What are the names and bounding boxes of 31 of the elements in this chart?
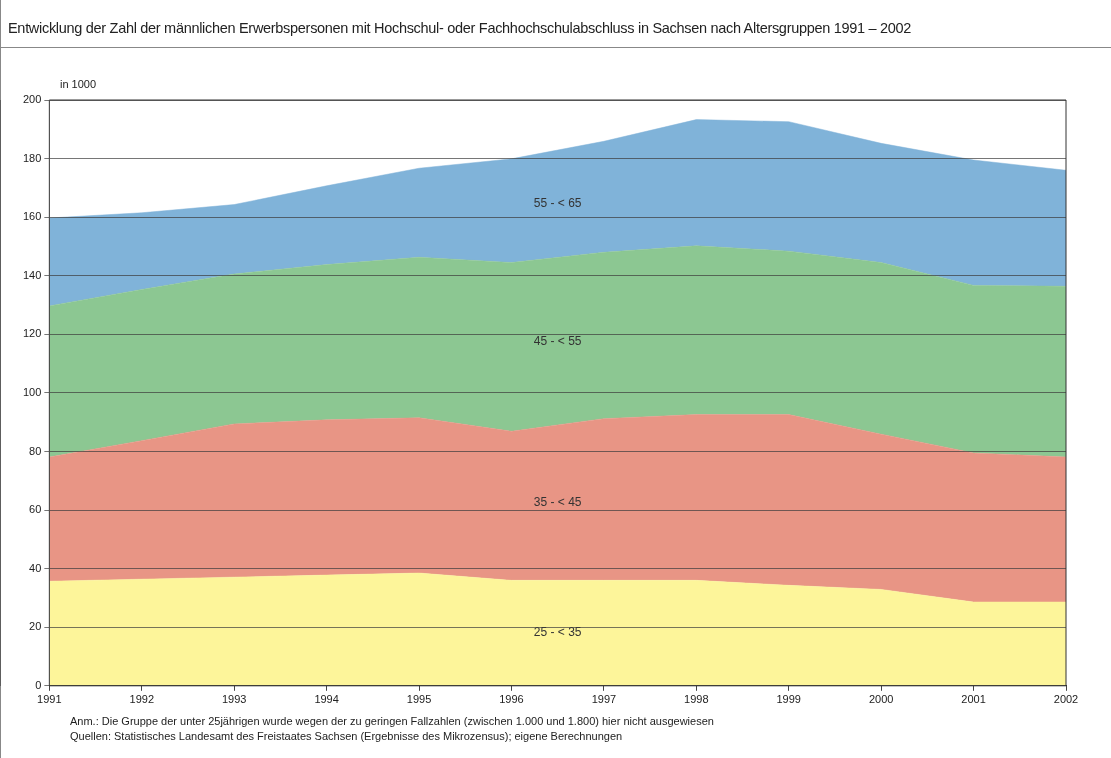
series-label: 25 - < 35 <box>533 625 582 640</box>
x-tick-label: 2002 <box>1053 693 1079 706</box>
y-tick-label: 60 <box>29 503 42 516</box>
x-tick-label: 1996 <box>499 693 524 706</box>
y-axis-title: in 1000 <box>60 78 97 90</box>
x-tick-label: 1999 <box>776 693 801 706</box>
y-tick-label: 180 <box>22 151 42 164</box>
chart-title: Entwicklung der Zahl der männlichen Erwerbspersonen mit Hochschul- oder Fachhochschulabschluss in Sachsen nach Altersgruppen 1991 – 2002 <box>8 20 912 36</box>
text: Anm.: Die Gruppe der unter 25jährigen wurde wegen der zu geringen Fallzahlen (zwischen 1.000 und 1.800) hier nicht ausgewiesen <box>70 714 714 729</box>
x-tick-label: 1991 <box>37 693 62 706</box>
x-tick-label: 1995 <box>406 693 432 706</box>
x-tick-label: 2000 <box>868 693 894 706</box>
y-tick-label: 140 <box>22 268 42 281</box>
y-tick-label: 20 <box>29 620 42 633</box>
x-tick-label: 2001 <box>961 693 986 706</box>
x-tick-label: 1998 <box>684 693 709 706</box>
x-tick-label: 1993 <box>221 693 247 706</box>
y-tick-label: 200 <box>22 93 42 106</box>
source-note: Quellen: Statistisches Landesamt des Freistaates Sachsen (Ergebnisse des Mikrozensus); eigene Berechnungen <box>70 729 624 744</box>
series-label: 45 - < 55 <box>533 333 582 348</box>
y-tick-label: 100 <box>22 385 42 398</box>
series-label: 55 - < 65 <box>533 196 582 211</box>
y-tick-label: 120 <box>22 327 42 340</box>
x-tick-label: 1992 <box>129 693 155 706</box>
y-tick-label: 40 <box>29 561 42 574</box>
y-tick-label: 160 <box>22 210 42 223</box>
x-tick-label: 1997 <box>591 693 617 706</box>
x-tick-label: 1994 <box>314 693 339 706</box>
y-tick-label: 80 <box>29 444 42 457</box>
series-label: 35 - < 45 <box>533 494 582 509</box>
y-tick-label: 0 <box>35 678 42 691</box>
